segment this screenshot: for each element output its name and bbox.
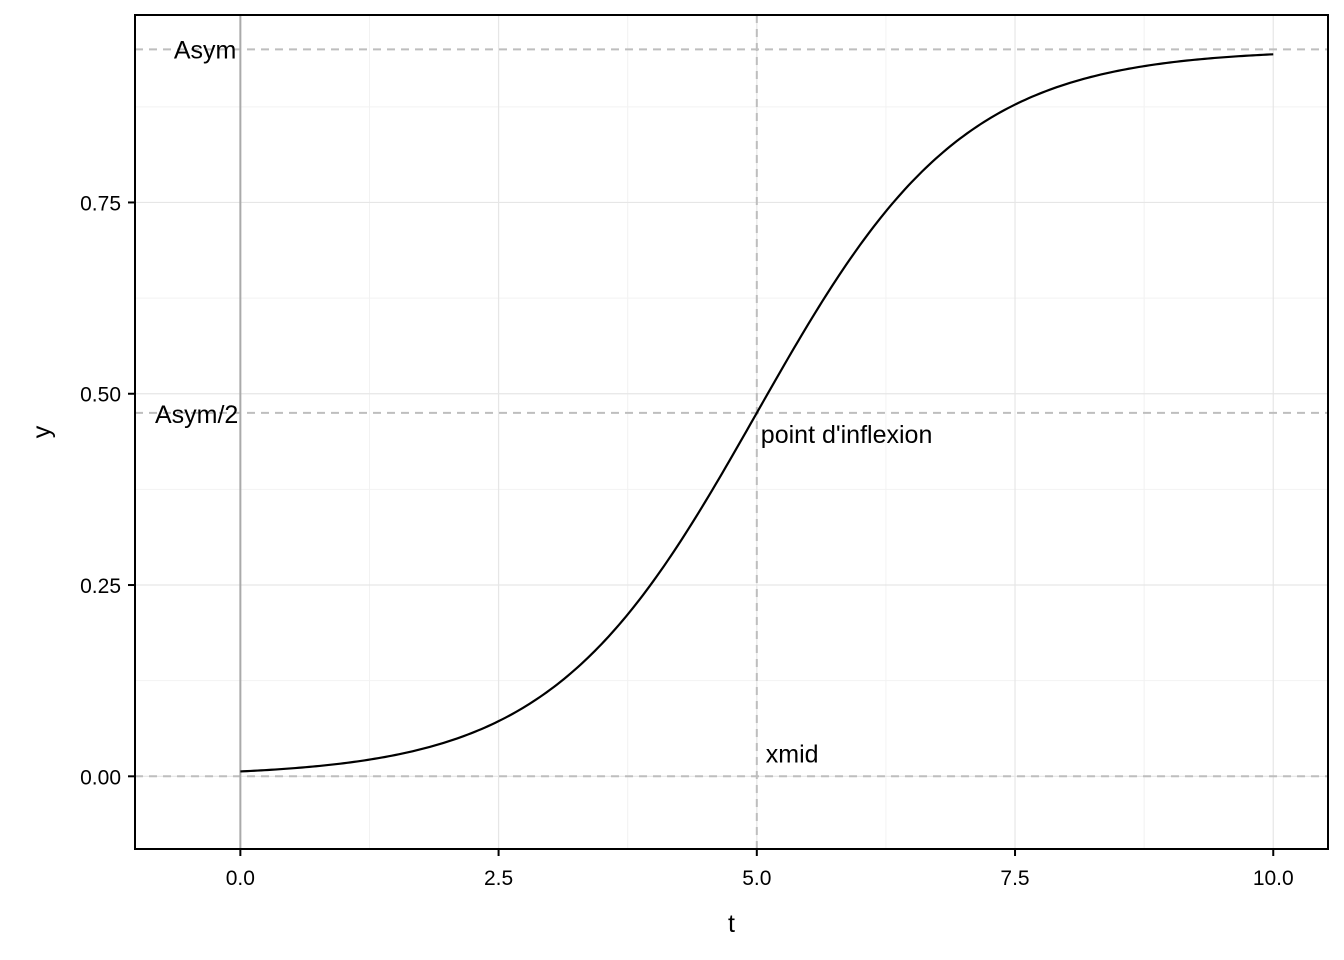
x-axis: 0.0 2.5 5.0 7.5 10.0 — [226, 849, 1294, 890]
annotation-label: point d'inflexion — [761, 421, 933, 449]
x-tick-label: 7.5 — [1000, 867, 1029, 890]
x-tick-label: 5.0 — [742, 867, 771, 890]
annotation-label: Asym/2 — [155, 401, 238, 429]
plot-panel-border — [134, 14, 1329, 850]
logistic-curve — [240, 53, 1274, 773]
x-tick-label: 0.0 — [226, 867, 255, 890]
plot-background — [135, 15, 1328, 849]
y-tick-label: 0.25 — [80, 575, 121, 598]
series-layer — [240, 53, 1274, 773]
reference-lines — [135, 15, 1328, 849]
x-axis-title: t — [728, 910, 735, 938]
minor-gridlines — [135, 15, 1328, 849]
y-tick-label: 0.75 — [80, 192, 121, 215]
annotation-label: Asym — [174, 36, 237, 64]
y-axis: 0.00 0.25 0.50 0.75 — [80, 192, 135, 789]
y-tick-label: 0.00 — [80, 766, 121, 789]
annotations: Asym Asym/2 point d'inflexion xmid — [155, 36, 932, 768]
annotation-label: xmid — [766, 740, 819, 768]
y-axis-title: y — [28, 425, 56, 438]
x-tick-label: 10.0 — [1253, 867, 1294, 890]
y-tick-label: 0.50 — [80, 384, 121, 407]
x-tick-label: 2.5 — [484, 867, 513, 890]
